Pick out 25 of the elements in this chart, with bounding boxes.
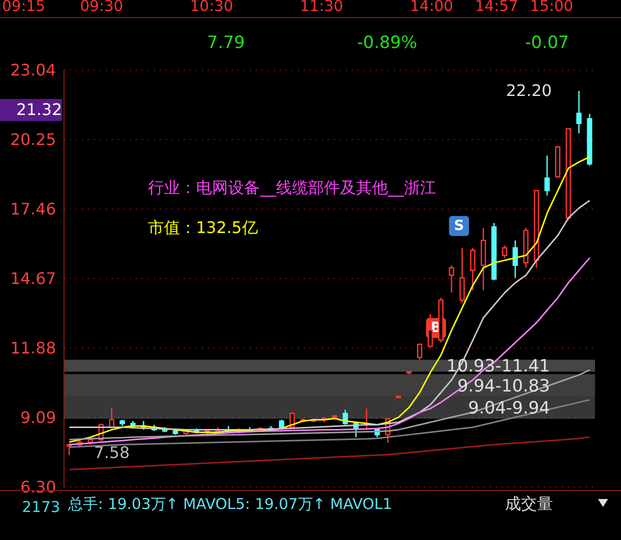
y-tick-label: 9.09 [20, 408, 56, 428]
annotation: 行业：电网设备__线缆部件及其他__浙江 [148, 178, 436, 198]
text: 09:30 [80, 0, 124, 16]
text: 14:57 [475, 0, 518, 16]
y-tick-label: 17.46 [10, 200, 56, 219]
y-tick-label: 20.25 [10, 130, 56, 150]
text: 2173 [22, 497, 60, 517]
y-tick-label: 23.04 [10, 60, 56, 80]
y-tick-label: 11.88 [10, 338, 56, 358]
text: 09:15 [2, 0, 46, 16]
text: -0.07 [525, 33, 569, 53]
text: 21.32 [0, 99, 62, 121]
annotation: 22.20 [506, 81, 552, 101]
text: -0.89% [357, 33, 418, 53]
annotation: S [449, 216, 469, 236]
text: 成交量 [505, 494, 553, 514]
y-tick-label: 14.67 [10, 269, 56, 288]
text: 7.79 [207, 33, 245, 53]
annotation: 市值：132.5亿 [148, 218, 258, 238]
text: 11:30 [300, 0, 344, 16]
text: 14:00 [410, 0, 454, 16]
annotation: 7.58 [94, 443, 130, 463]
text: 15:00 [530, 0, 574, 16]
text: 10:30 [190, 0, 234, 16]
text: 总手: 19.03万↑ MAVOL5: 19.07万↑ MAVOL1 [68, 494, 392, 514]
